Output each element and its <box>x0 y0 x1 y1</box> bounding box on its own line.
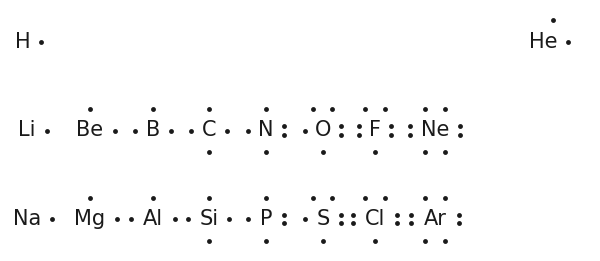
Text: H: H <box>15 32 31 52</box>
Text: S: S <box>316 209 329 229</box>
Text: N: N <box>258 121 274 140</box>
Text: P: P <box>260 209 272 229</box>
Text: C: C <box>202 121 216 140</box>
Text: Be: Be <box>76 121 104 140</box>
Text: Ar: Ar <box>424 209 446 229</box>
Text: He: He <box>529 32 557 52</box>
Text: Si: Si <box>199 209 218 229</box>
Text: B: B <box>146 121 160 140</box>
Text: Mg: Mg <box>74 209 106 229</box>
Text: Al: Al <box>143 209 163 229</box>
Text: Ne: Ne <box>421 121 449 140</box>
Text: Na: Na <box>13 209 41 229</box>
Text: O: O <box>314 121 331 140</box>
Text: F: F <box>369 121 381 140</box>
Text: Li: Li <box>18 121 36 140</box>
Text: Cl: Cl <box>365 209 385 229</box>
